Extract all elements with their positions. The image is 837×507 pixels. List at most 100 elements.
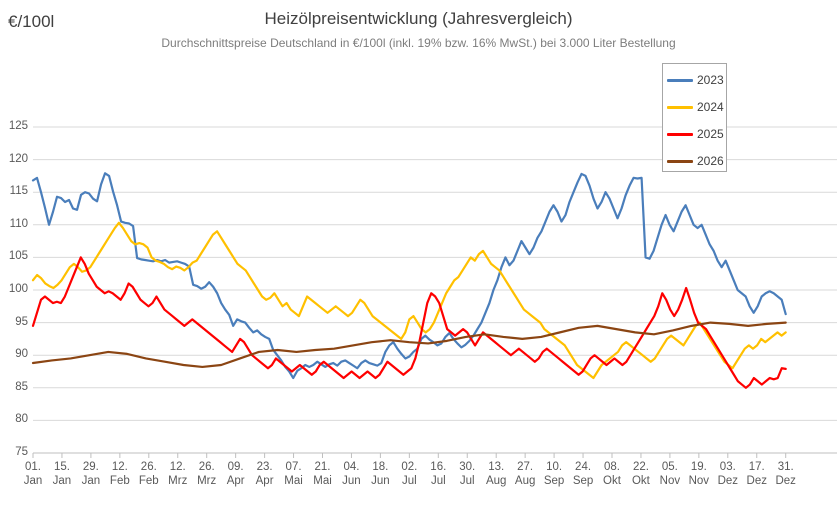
x-tick-day: 31. <box>777 461 794 473</box>
x-tick-label: 30. Jul <box>447 460 487 488</box>
x-tick-day: 13. <box>488 461 505 473</box>
y-tick-label: 90 <box>15 348 28 361</box>
x-tick-month: Dez <box>746 475 767 487</box>
y-tick-label: 110 <box>9 217 28 230</box>
y-axis-unit-label: €/100l <box>8 12 55 31</box>
x-tick-day: 21. <box>314 461 331 473</box>
x-tick-day: 10. <box>546 461 563 473</box>
x-tick-day: 09. <box>227 461 244 473</box>
series-lines <box>31 172 787 389</box>
series-line-2023 <box>31 172 787 380</box>
legend-item-2023[interactable]: 2023 <box>667 70 724 90</box>
x-tick-label: 18. Jun <box>360 460 400 488</box>
x-tick-month: Apr <box>226 475 245 487</box>
x-tick-day: 12. <box>169 461 186 473</box>
x-tick-label: 22. Okt <box>621 460 661 488</box>
legend-item-2024[interactable]: 2024 <box>667 97 724 117</box>
legend-label-2025: 2025 <box>697 127 724 141</box>
x-tick-day: 17. <box>748 461 765 473</box>
x-tick-label: 26. Feb <box>129 460 169 488</box>
x-tick-month: Jan <box>23 475 43 487</box>
x-tick-day: 08. <box>604 461 620 473</box>
x-tick-label: 07. Mai <box>274 460 314 488</box>
x-tick-day: 22. <box>632 461 649 473</box>
y-tick-label: 85 <box>15 380 28 393</box>
x-tick-label: 12. Mrz <box>158 460 198 488</box>
x-tick-day: 02. <box>401 461 418 473</box>
x-tick-label: 17. Dez <box>737 460 777 488</box>
y-tick-label: 100 <box>8 283 28 295</box>
gridlines <box>33 126 837 454</box>
series-line-2024 <box>31 221 787 380</box>
x-tick-label: 04. Jun <box>331 460 371 488</box>
x-tick-label: 03. Dez <box>708 460 748 488</box>
x-tick-day: 03. <box>719 461 736 473</box>
x-tick-label: 19. Nov <box>679 460 719 488</box>
series-line-2026 <box>31 321 787 369</box>
x-tick-day: 23. <box>256 461 273 473</box>
x-tick-label: 08. Okt <box>592 460 632 488</box>
x-tick-day: 26. <box>198 461 215 473</box>
x-tick-month: Feb <box>109 475 130 487</box>
x-tick-month: Sep <box>543 475 565 487</box>
x-tick-month: Jul <box>459 475 475 487</box>
x-tick-month: Aug <box>485 475 507 487</box>
x-tick-month: Jun <box>371 475 390 487</box>
x-tick-day: 12. <box>111 461 128 473</box>
x-tick-label: 24. Sep <box>563 460 603 488</box>
legend-item-2026[interactable]: 2026 <box>667 151 724 171</box>
legend-swatch-2025 <box>667 132 693 136</box>
x-axis-ticks <box>32 453 787 458</box>
legend-swatch-2024 <box>667 105 693 109</box>
x-tick-label: 13. Aug <box>476 460 516 488</box>
x-tick-day: 15. <box>53 461 70 473</box>
y-tick-label: 75 <box>15 446 28 458</box>
x-tick-month: Mrz <box>197 475 217 487</box>
legend-item-2025[interactable]: 2025 <box>667 124 724 144</box>
series-line-2025 <box>31 256 787 389</box>
x-tick-day: 27. <box>517 461 534 473</box>
x-tick-month: Mai <box>284 475 303 487</box>
legend-label-2024: 2024 <box>697 100 724 114</box>
x-tick-month: Aug <box>514 475 536 487</box>
x-tick-day: 05. <box>661 461 678 473</box>
x-tick-label: 31. Dez <box>766 460 806 488</box>
y-tick-label: 120 <box>8 152 28 165</box>
x-tick-label: 29. Jan <box>71 460 111 488</box>
x-tick-month: Jan <box>52 475 72 487</box>
chart-title: Heizölpreisentwicklung (Jahresvergleich) <box>264 9 573 28</box>
x-tick-day: 04. <box>343 461 360 473</box>
x-tick-label: 16. Jul <box>418 460 458 488</box>
x-tick-month: Jul <box>430 475 446 487</box>
x-tick-day: 29. <box>82 461 99 473</box>
x-tick-month: Jul <box>401 475 417 487</box>
x-tick-label: 02. Jul <box>389 460 429 488</box>
y-tick-label: 80 <box>15 413 28 426</box>
x-tick-label: 10. Sep <box>534 460 574 488</box>
legend-label-2023: 2023 <box>697 73 724 87</box>
x-tick-month: Feb <box>138 475 159 487</box>
x-tick-label: 05. Nov <box>650 460 690 488</box>
x-tick-label: 09. Apr <box>216 460 256 488</box>
x-tick-day: 07. <box>285 461 302 473</box>
y-tick-label: 125 <box>8 120 28 132</box>
y-tick-label: 105 <box>8 250 28 263</box>
x-tick-month: Nov <box>659 475 681 487</box>
chart-subtitle: Durchschnittspreise Deutschland in €/100… <box>161 36 676 50</box>
legend-swatch-2026 <box>667 159 693 163</box>
x-tick-month: Apr <box>255 475 274 487</box>
y-tick-label: 115 <box>9 185 28 198</box>
x-tick-month: Dez <box>775 475 796 487</box>
legend-label-2026: 2026 <box>697 154 724 168</box>
x-tick-month: Sep <box>572 475 594 487</box>
x-tick-month: Okt <box>631 475 650 487</box>
x-tick-label: 01. Jan <box>13 460 53 488</box>
x-tick-month: Nov <box>688 475 710 487</box>
x-tick-label: 27. Aug <box>505 460 545 488</box>
x-tick-label: 21. Mai <box>303 460 343 488</box>
x-tick-month: Mai <box>313 475 332 487</box>
x-tick-day: 26. <box>140 461 157 473</box>
x-tick-month: Jun <box>342 475 361 487</box>
